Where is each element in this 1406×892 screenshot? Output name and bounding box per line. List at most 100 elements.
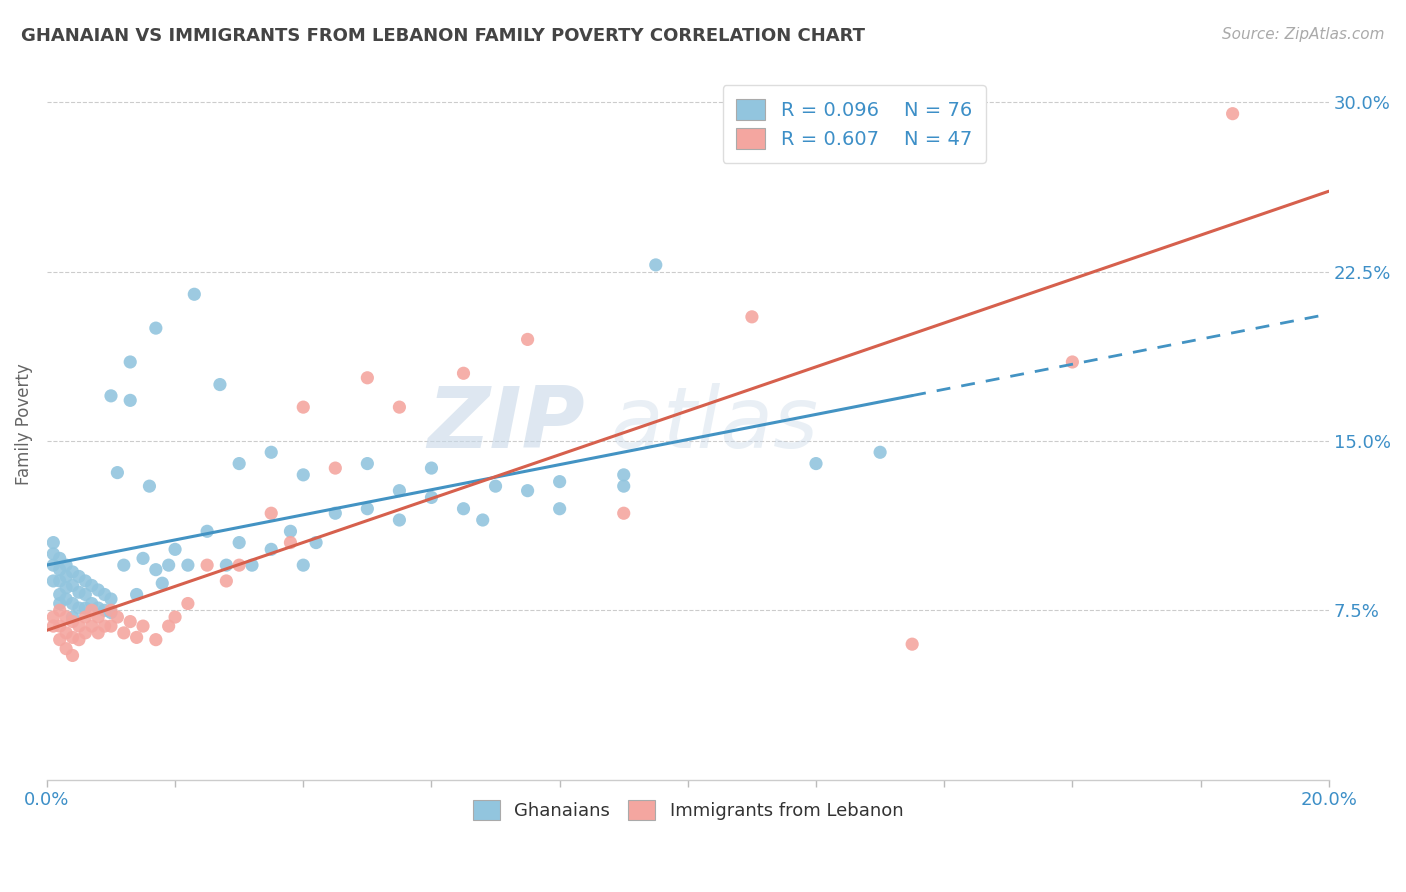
Text: atlas: atlas xyxy=(612,383,818,466)
Point xyxy=(292,558,315,573)
Point xyxy=(240,558,263,573)
Point xyxy=(75,601,97,615)
Point xyxy=(48,603,70,617)
Point xyxy=(105,610,128,624)
Point xyxy=(195,558,218,573)
Point xyxy=(260,542,283,557)
Point xyxy=(138,479,160,493)
Point xyxy=(484,479,506,493)
Point xyxy=(388,483,411,498)
Point xyxy=(165,610,187,624)
Point xyxy=(228,535,250,549)
Point xyxy=(75,626,97,640)
Point xyxy=(55,581,77,595)
Point xyxy=(613,479,636,493)
Point xyxy=(125,631,148,645)
Point xyxy=(112,626,135,640)
Point xyxy=(55,641,77,656)
Point xyxy=(150,576,173,591)
Point xyxy=(125,587,148,601)
Point xyxy=(228,457,250,471)
Point xyxy=(87,610,110,624)
Point xyxy=(183,287,205,301)
Point xyxy=(67,619,90,633)
Point xyxy=(260,445,283,459)
Point xyxy=(215,574,238,588)
Point xyxy=(388,400,411,414)
Point xyxy=(453,501,475,516)
Point xyxy=(67,585,90,599)
Point xyxy=(62,631,84,645)
Point xyxy=(62,578,84,592)
Point xyxy=(112,558,135,573)
Point xyxy=(100,619,122,633)
Point xyxy=(157,619,180,633)
Point xyxy=(67,601,90,615)
Point xyxy=(67,569,90,583)
Point xyxy=(145,321,167,335)
Point xyxy=(62,648,84,663)
Point xyxy=(48,632,70,647)
Point xyxy=(42,547,65,561)
Point xyxy=(87,582,110,597)
Point xyxy=(145,563,167,577)
Point xyxy=(93,619,115,633)
Point xyxy=(55,592,77,607)
Text: GHANAIAN VS IMMIGRANTS FROM LEBANON FAMILY POVERTY CORRELATION CHART: GHANAIAN VS IMMIGRANTS FROM LEBANON FAMI… xyxy=(21,27,865,45)
Point xyxy=(55,558,77,573)
Point xyxy=(356,457,378,471)
Point xyxy=(93,603,115,617)
Point xyxy=(62,610,84,624)
Point xyxy=(42,619,65,633)
Point xyxy=(323,461,346,475)
Point xyxy=(132,619,155,633)
Point xyxy=(80,619,103,633)
Point xyxy=(87,626,110,640)
Point xyxy=(75,574,97,588)
Point xyxy=(75,610,97,624)
Point xyxy=(741,310,763,324)
Point xyxy=(292,400,315,414)
Point xyxy=(42,535,65,549)
Point xyxy=(177,597,200,611)
Point xyxy=(80,603,103,617)
Point xyxy=(80,578,103,592)
Point xyxy=(120,355,142,369)
Point xyxy=(356,371,378,385)
Point xyxy=(356,501,378,516)
Point xyxy=(901,637,924,651)
Point xyxy=(48,574,70,588)
Point xyxy=(48,551,70,566)
Point xyxy=(62,597,84,611)
Point xyxy=(48,619,70,633)
Point xyxy=(42,610,65,624)
Point xyxy=(388,513,411,527)
Point xyxy=(132,551,155,566)
Point xyxy=(87,601,110,615)
Point xyxy=(42,558,65,573)
Point xyxy=(453,366,475,380)
Point xyxy=(105,466,128,480)
Point xyxy=(260,506,283,520)
Point xyxy=(67,632,90,647)
Point xyxy=(62,565,84,579)
Point xyxy=(100,592,122,607)
Text: Source: ZipAtlas.com: Source: ZipAtlas.com xyxy=(1222,27,1385,42)
Point xyxy=(420,461,443,475)
Text: ZIP: ZIP xyxy=(427,383,585,466)
Point xyxy=(120,615,142,629)
Point xyxy=(869,445,891,459)
Point xyxy=(145,632,167,647)
Point xyxy=(55,626,77,640)
Point xyxy=(644,258,666,272)
Point xyxy=(48,597,70,611)
Y-axis label: Family Poverty: Family Poverty xyxy=(15,363,32,485)
Point xyxy=(228,558,250,573)
Legend: Ghanaians, Immigrants from Lebanon: Ghanaians, Immigrants from Lebanon xyxy=(458,786,918,835)
Point xyxy=(280,535,302,549)
Point xyxy=(165,542,187,557)
Point xyxy=(157,558,180,573)
Point xyxy=(93,587,115,601)
Point xyxy=(613,467,636,482)
Point xyxy=(195,524,218,539)
